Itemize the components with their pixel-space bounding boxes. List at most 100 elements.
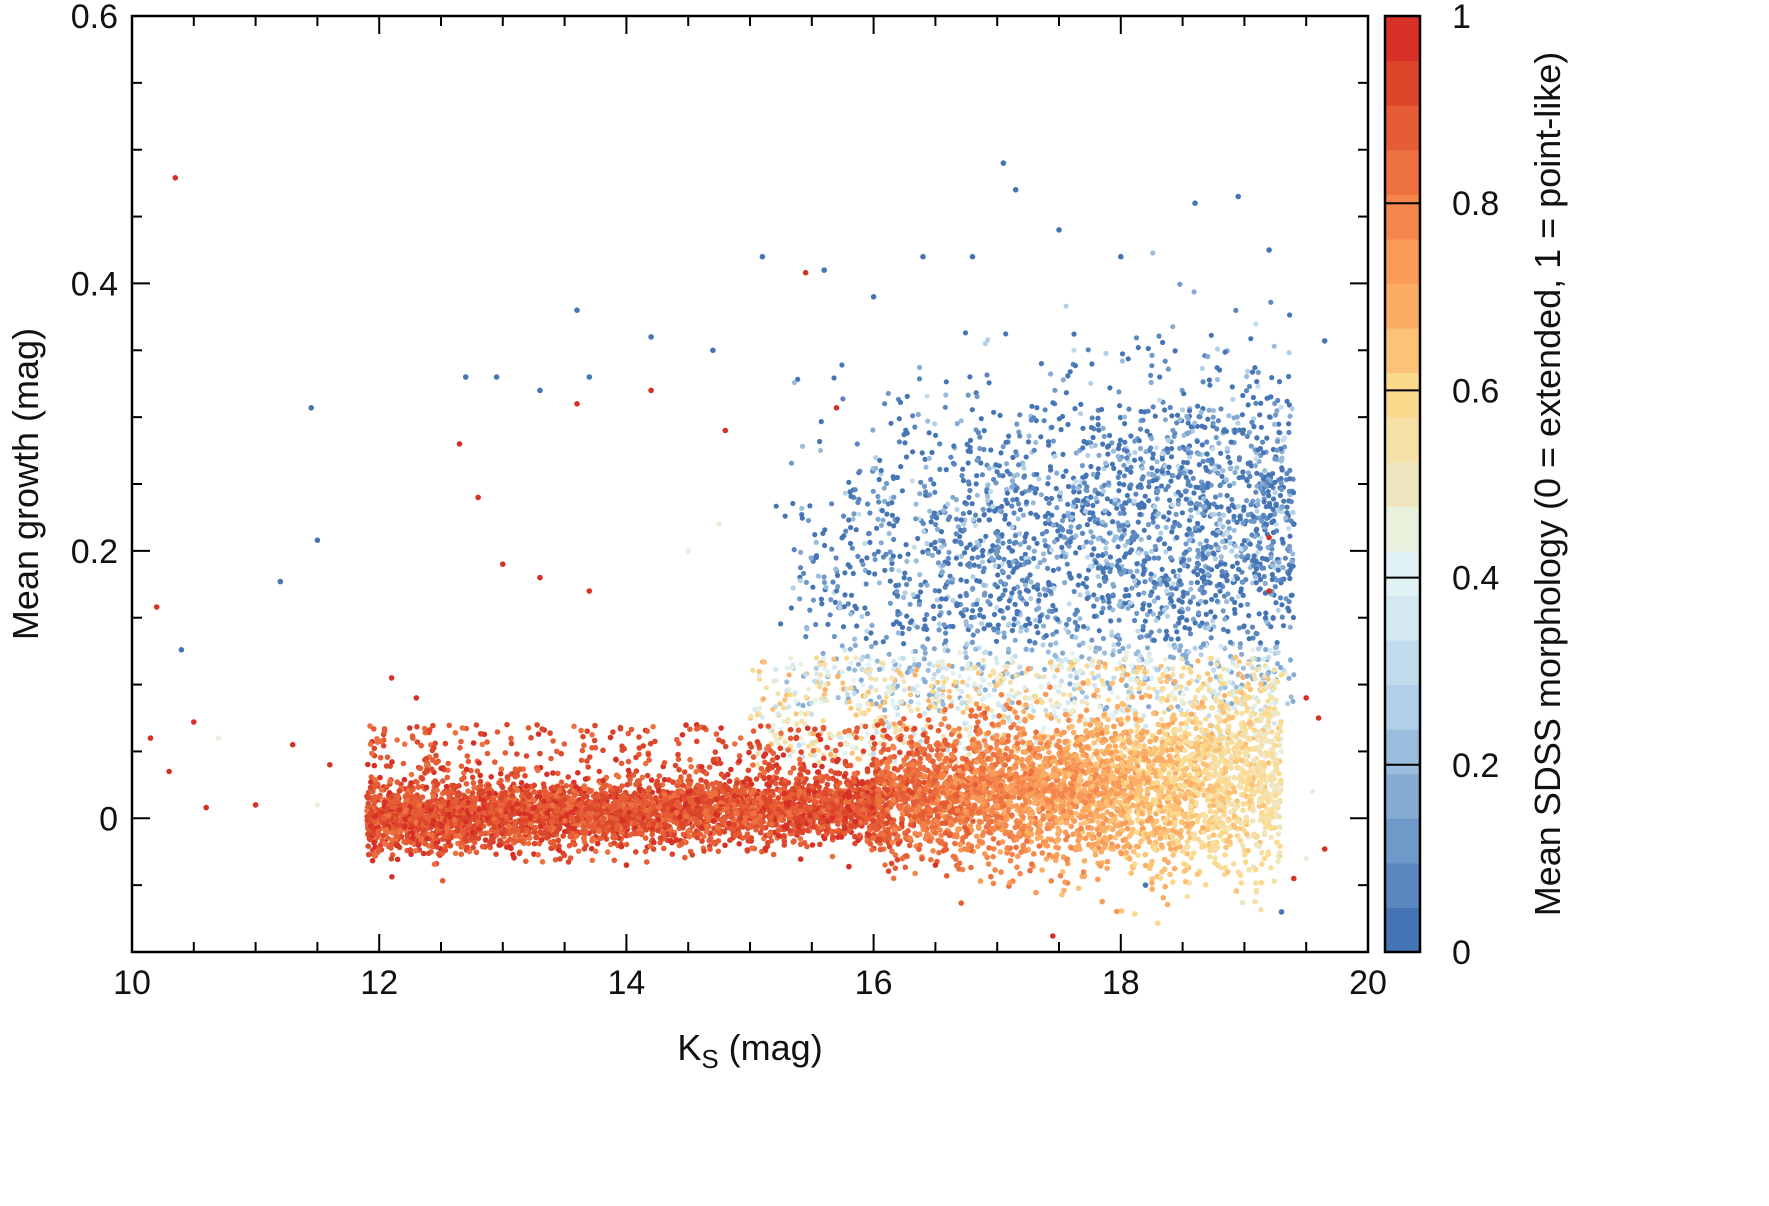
data-point bbox=[1109, 632, 1115, 638]
data-point bbox=[1071, 588, 1077, 595]
data-point bbox=[1171, 603, 1177, 610]
data-point bbox=[968, 623, 974, 630]
data-point bbox=[805, 686, 812, 692]
data-point bbox=[1084, 488, 1090, 494]
data-point bbox=[983, 533, 989, 539]
data-point bbox=[870, 488, 876, 494]
data-point bbox=[1110, 648, 1117, 654]
data-point bbox=[1149, 465, 1155, 471]
data-point bbox=[1193, 484, 1199, 490]
data-point bbox=[792, 690, 798, 696]
data-point bbox=[812, 697, 818, 703]
data-point bbox=[908, 692, 914, 698]
data-point bbox=[1245, 601, 1251, 608]
data-point bbox=[1207, 808, 1214, 815]
data-point bbox=[1029, 647, 1035, 653]
data-point bbox=[1249, 665, 1256, 671]
data-point bbox=[886, 724, 892, 730]
data-point bbox=[1134, 677, 1141, 684]
data-point bbox=[863, 693, 869, 699]
data-point bbox=[862, 540, 868, 547]
data-point bbox=[1038, 434, 1044, 440]
data-point bbox=[1263, 646, 1269, 653]
data-point bbox=[1278, 664, 1284, 671]
data-point bbox=[1132, 911, 1138, 917]
data-point bbox=[979, 697, 985, 703]
data-point bbox=[967, 724, 973, 730]
data-point bbox=[1269, 483, 1275, 489]
data-point bbox=[933, 704, 939, 710]
data-point bbox=[993, 551, 1000, 557]
data-point bbox=[1110, 607, 1116, 613]
data-point bbox=[808, 555, 814, 561]
data-point bbox=[994, 469, 1000, 475]
data-point bbox=[1001, 630, 1007, 636]
data-point bbox=[1229, 548, 1235, 554]
data-point bbox=[1142, 579, 1148, 585]
data-point bbox=[1225, 628, 1231, 635]
data-point bbox=[1066, 543, 1072, 549]
data-point bbox=[1217, 673, 1223, 679]
data-point bbox=[1243, 786, 1249, 793]
data-point bbox=[1010, 794, 1017, 800]
data-point bbox=[1164, 633, 1170, 639]
data-point bbox=[1001, 556, 1007, 562]
data-point bbox=[1146, 693, 1153, 700]
data-point bbox=[1252, 880, 1259, 886]
data-point bbox=[1125, 672, 1131, 678]
data-point bbox=[1289, 406, 1295, 412]
data-point bbox=[1239, 899, 1246, 906]
data-point bbox=[924, 540, 930, 547]
data-point bbox=[922, 616, 928, 623]
data-point bbox=[810, 584, 816, 590]
data-point bbox=[805, 517, 812, 524]
data-point bbox=[1206, 501, 1212, 508]
data-point bbox=[1261, 673, 1268, 679]
data-point bbox=[907, 601, 913, 607]
data-point bbox=[975, 670, 982, 676]
data-point bbox=[823, 584, 829, 590]
data-point bbox=[854, 623, 860, 629]
data-point bbox=[798, 710, 804, 716]
data-point bbox=[900, 655, 906, 661]
data-point bbox=[750, 667, 756, 674]
data-point bbox=[950, 597, 956, 604]
data-point bbox=[1178, 643, 1184, 649]
data-point bbox=[1256, 611, 1262, 617]
data-point bbox=[1213, 542, 1219, 548]
data-point bbox=[873, 455, 879, 461]
data-point bbox=[1218, 406, 1224, 412]
data-point bbox=[1200, 486, 1206, 492]
data-point bbox=[916, 601, 922, 608]
data-point bbox=[1234, 663, 1241, 669]
data-point bbox=[998, 450, 1004, 456]
data-point bbox=[1154, 524, 1160, 530]
data-point bbox=[1277, 595, 1284, 601]
data-point bbox=[1194, 579, 1200, 586]
data-point bbox=[1152, 543, 1158, 549]
data-point bbox=[1226, 525, 1232, 532]
data-point bbox=[1141, 713, 1147, 719]
data-point bbox=[1056, 566, 1062, 572]
data-point bbox=[833, 566, 839, 572]
data-point bbox=[1236, 625, 1242, 631]
data-point bbox=[1249, 818, 1256, 824]
data-point bbox=[805, 710, 812, 716]
data-point bbox=[1070, 503, 1076, 509]
data-point bbox=[1072, 657, 1078, 663]
data-point bbox=[1286, 488, 1292, 494]
data-point bbox=[1260, 512, 1266, 518]
data-point bbox=[1135, 519, 1141, 525]
data-point bbox=[1021, 465, 1027, 471]
data-point bbox=[800, 702, 806, 709]
data-point bbox=[904, 581, 910, 588]
data-point bbox=[1000, 592, 1006, 598]
data-point bbox=[1091, 546, 1097, 552]
data-point bbox=[1115, 632, 1121, 638]
data-point bbox=[1031, 708, 1037, 714]
data-point bbox=[1148, 657, 1154, 664]
data-point bbox=[1161, 514, 1167, 520]
data-point bbox=[1187, 500, 1193, 506]
data-point bbox=[938, 544, 944, 550]
data-point bbox=[1136, 546, 1142, 552]
